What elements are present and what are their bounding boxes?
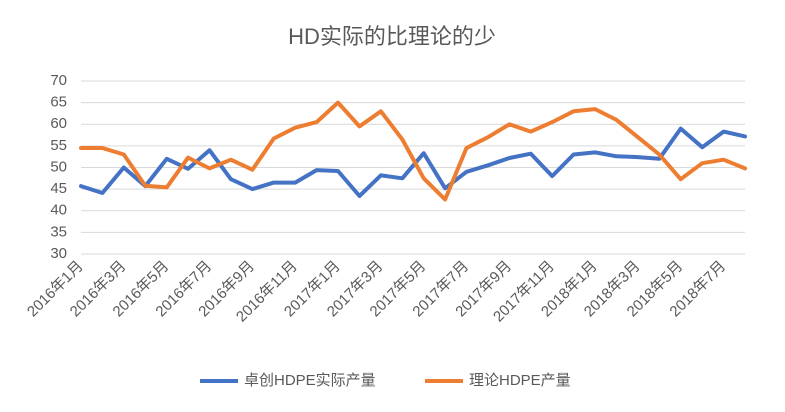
y-tick-label: 60 (50, 115, 67, 132)
series-line (79, 126, 747, 198)
series-line (79, 100, 747, 202)
y-tick-label: 35 (50, 223, 67, 240)
y-tick-label: 40 (50, 202, 67, 219)
y-tick-label: 55 (50, 137, 67, 154)
y-tick-label: 50 (50, 158, 67, 175)
chart-title: HD实际的比理论的少 (288, 24, 496, 49)
legend-label: 理论HDPE产量 (469, 372, 571, 389)
y-tick-label: 70 (50, 72, 67, 89)
y-tick-label: 45 (50, 180, 67, 197)
y-tick-label: 65 (50, 94, 67, 111)
legend-label: 卓创HDPE实际产量 (244, 372, 376, 389)
y-tick-label: 30 (50, 245, 67, 262)
